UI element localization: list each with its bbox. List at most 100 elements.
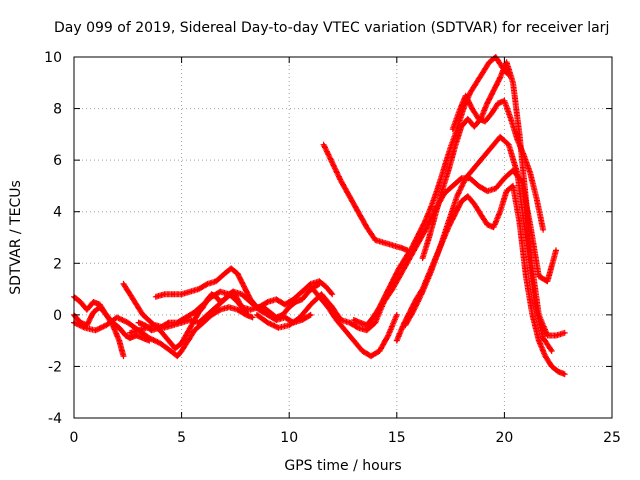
data-point [94,329,97,332]
y-tick-label: 6 [53,153,62,169]
data-point [466,195,470,198]
data-point [193,329,196,332]
data-point [335,318,338,322]
data-point [98,305,102,309]
data-point [492,225,495,229]
data-point [524,197,528,201]
data-point [447,169,450,172]
data-point [384,293,388,296]
data-point [236,308,239,311]
data-point [223,272,226,275]
x-axis-label: GPS time / hours [284,458,401,474]
data-point [488,60,491,64]
data-point [481,71,485,74]
data-point [339,179,343,182]
data-point [529,171,532,175]
data-point [395,339,398,342]
data-point [236,272,239,275]
data-point [531,267,534,270]
data-point [300,290,304,293]
data-point [318,282,321,286]
data-point [438,246,442,250]
data-point [223,298,226,301]
data-point [154,323,157,327]
x-tick-label: 20 [495,430,513,446]
data-point [283,303,287,306]
data-point [522,153,525,157]
data-point [550,365,553,368]
data-point [537,313,541,317]
data-point [473,125,476,128]
data-point [143,323,147,327]
series-15 [449,92,547,233]
data-point [352,339,355,342]
data-point [391,280,394,283]
data-point [128,336,132,340]
data-point [425,225,429,229]
data-point [451,128,454,131]
data-point [537,339,541,342]
data-point [404,323,407,327]
data-point [348,321,351,324]
data-point [115,316,119,319]
data-point [503,176,506,180]
data-point [374,238,377,242]
data-point [326,305,330,309]
data-point [158,342,162,345]
data-point [111,323,114,327]
data-point [475,81,478,84]
data-point [399,272,403,275]
data-point [117,326,121,329]
data-point [150,329,153,332]
data-point [298,316,302,319]
data-point [485,189,489,193]
data-point [546,280,549,283]
data-point [477,184,480,188]
series-markers [135,278,336,334]
series-6 [135,278,336,334]
data-point [240,305,244,309]
data-point [184,316,188,319]
data-point [309,285,312,288]
data-point [169,349,173,353]
data-point [516,171,519,175]
data-point [356,326,360,329]
y-tick-label: 8 [53,102,62,118]
data-point [229,267,233,270]
x-tick-label: 25 [603,430,621,446]
data-point [331,305,334,309]
data-point [275,298,278,301]
y-tick-label: 0 [53,308,62,324]
data-point [492,89,495,92]
data-point [141,313,145,317]
data-point [322,143,325,146]
data-point [518,220,521,224]
data-point [294,300,297,304]
data-point [197,321,201,324]
data-point [361,349,364,353]
data-point [554,334,558,337]
data-point [473,202,476,206]
data-point [189,290,192,293]
data-point [307,290,310,293]
data-point [135,334,138,337]
data-point [378,305,381,309]
data-point [232,290,235,293]
data-point [173,347,177,350]
data-point [167,321,170,324]
data-point [507,143,510,146]
data-point [83,326,86,329]
data-point [531,313,534,317]
data-point [408,256,411,260]
data-point [219,290,222,293]
data-point [524,274,528,278]
data-point [320,293,323,296]
data-point [324,285,327,288]
data-point [563,331,566,335]
data-point [468,91,472,95]
data-point [184,334,188,337]
data-point [460,125,463,128]
data-point [288,323,291,327]
data-point [371,316,375,319]
data-point [427,236,431,239]
